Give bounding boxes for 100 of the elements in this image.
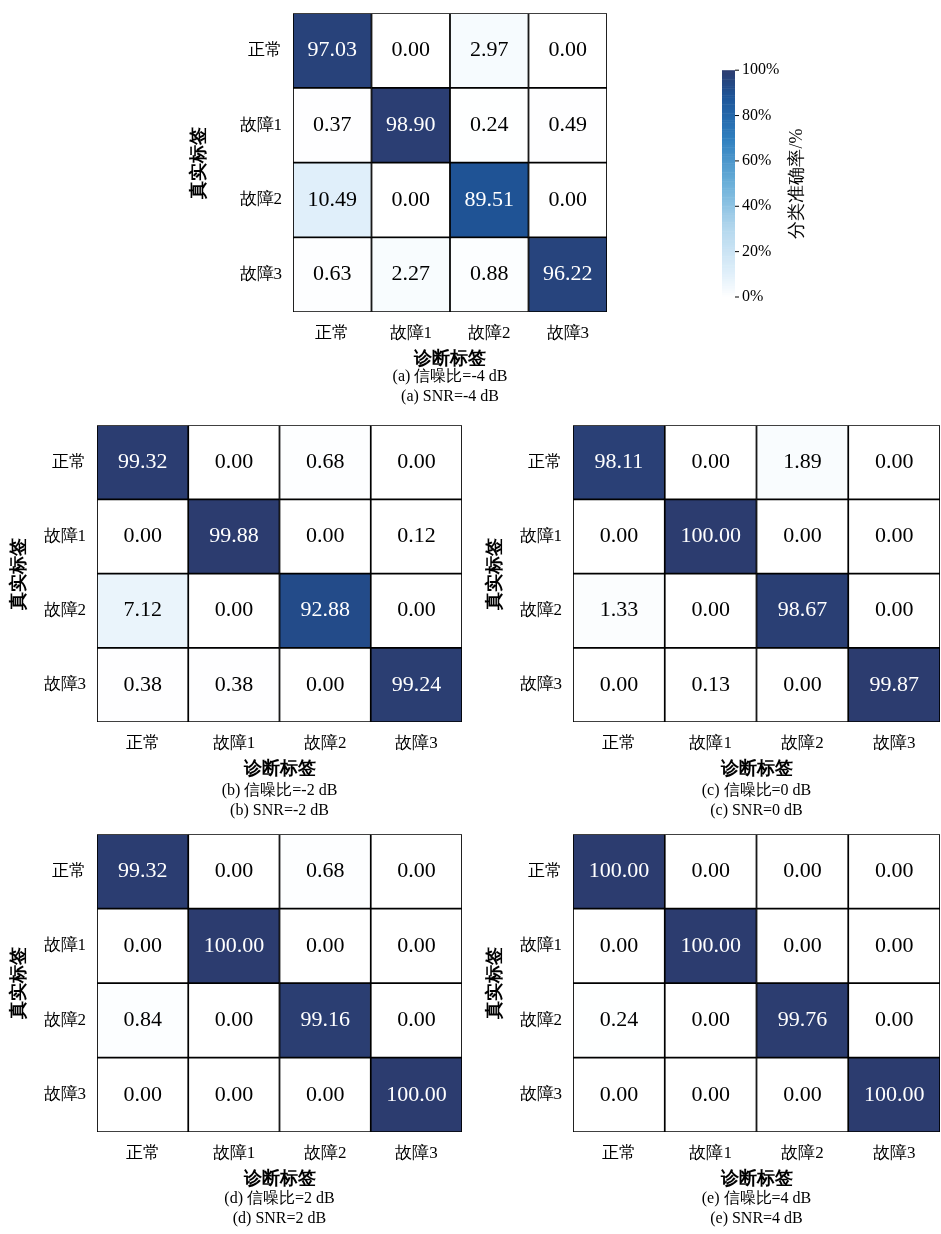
data-label: 0.00 — [123, 931, 162, 957]
x-tick-label: 故障1 — [689, 732, 732, 752]
y-tick-label: 故障1 — [43, 935, 86, 955]
data-label: 2.97 — [470, 36, 509, 62]
y-tick-label: 故障2 — [43, 600, 86, 620]
data-label: 0.00 — [214, 448, 254, 474]
data-label: 0.38 — [214, 670, 254, 696]
data-label: 0.00 — [783, 670, 822, 696]
data-label: 0.00 — [548, 36, 587, 62]
color-bar-label: 100% — [742, 60, 780, 78]
y-tick-label: 故障2 — [519, 600, 562, 620]
data-label: 0.00 — [599, 931, 639, 957]
data-label: 89.51 — [464, 185, 514, 211]
x-tick-label: 故障2 — [303, 1142, 347, 1162]
data-label: 0.00 — [691, 857, 730, 883]
data-label: 0.00 — [123, 522, 162, 548]
y-tick-label: 正常 — [528, 451, 562, 471]
x-tick-label: 正常 — [125, 1142, 160, 1162]
y-tick-label: 故障3 — [519, 1084, 562, 1104]
text: (e) 信噪比=4 dB — [700, 1188, 813, 1208]
y-tick-label: 故障1 — [519, 935, 562, 955]
data-label: 98.90 — [386, 111, 436, 137]
x-tick-label: 故障1 — [389, 322, 432, 342]
y-axis-title: 真实标签 — [8, 537, 29, 611]
data-label: 0.68 — [305, 448, 345, 474]
x-axis-title: 诊断标签 — [719, 1167, 793, 1188]
data-label: 96.22 — [543, 260, 593, 286]
data-label: 0.00 — [305, 670, 345, 696]
data-label: 0.00 — [783, 857, 822, 883]
y-tick-label: 故障3 — [43, 1084, 86, 1104]
data-label: 0.00 — [599, 670, 639, 696]
text: (c) 信噪比=0 dB — [700, 780, 813, 800]
data-label: 0.24 — [470, 111, 509, 137]
data-label: 0.00 — [874, 522, 914, 548]
data-label: 0.00 — [691, 1080, 730, 1106]
x-tick-label: 故障3 — [872, 1142, 916, 1162]
data-label: 0.00 — [214, 857, 254, 883]
y-axis-title: 真实标签 — [484, 537, 505, 611]
data-label: 0.24 — [599, 1006, 639, 1032]
data-label: 100.00 — [386, 1080, 447, 1106]
data-label: 0.68 — [305, 857, 345, 883]
data-label: 0.00 — [599, 522, 639, 548]
text: (a) SNR=-4 dB — [400, 386, 500, 406]
data-label: 1.89 — [783, 448, 822, 474]
data-label: 0.49 — [548, 111, 587, 137]
data-label: 7.12 — [123, 596, 162, 622]
data-label: 0.00 — [691, 596, 730, 622]
data-label: 2.27 — [391, 260, 430, 286]
data-label: 0.00 — [305, 522, 345, 548]
y-axis-title: 真实标签 — [8, 947, 29, 1021]
data-label: 0.00 — [397, 448, 436, 474]
y-axis-title: 真实标签 — [188, 126, 209, 200]
data-label: 0.00 — [874, 448, 914, 474]
text: (d) SNR=2 dB — [231, 1208, 328, 1228]
data-label: 98.11 — [594, 448, 644, 474]
data-label: 0.00 — [874, 931, 914, 957]
color-bar-label: 40% — [742, 196, 772, 214]
data-label: 0.00 — [214, 1006, 254, 1032]
data-label: 0.00 — [874, 857, 914, 883]
data-label: 99.32 — [117, 857, 168, 883]
x-tick-label: 正常 — [125, 732, 160, 752]
x-axis-title: 诊断标签 — [242, 1167, 316, 1188]
x-tick-label: 故障1 — [212, 1142, 256, 1162]
data-label: 0.00 — [391, 36, 430, 62]
data-label: 0.00 — [397, 596, 436, 622]
y-tick-label: 正常 — [248, 40, 282, 60]
x-axis-title: 诊断标签 — [719, 757, 793, 778]
data-label: 99.76 — [777, 1006, 828, 1032]
data-label: 0.00 — [391, 185, 430, 211]
data-label: 0.00 — [691, 448, 730, 474]
data-label: 100.00 — [863, 1080, 925, 1106]
data-label: 0.00 — [397, 857, 436, 883]
y-tick-label: 故障3 — [239, 264, 282, 284]
data-label: 99.87 — [869, 670, 919, 696]
x-axis-title: 诊断标签 — [413, 347, 486, 368]
data-label: 0.13 — [691, 670, 730, 696]
data-label: 0.00 — [305, 1080, 345, 1106]
data-label: 99.16 — [300, 1006, 350, 1032]
data-label: 0.00 — [691, 1006, 730, 1032]
data-label: 100.00 — [680, 931, 741, 957]
y-tick-label: 故障3 — [43, 674, 86, 694]
x-axis-title: 诊断标签 — [242, 757, 316, 778]
y-tick-label: 正常 — [52, 451, 86, 471]
text: (b) 信噪比=-2 dB — [220, 780, 339, 800]
data-label: 100.00 — [203, 931, 265, 957]
data-label: 0.63 — [313, 260, 352, 286]
data-label: 10.49 — [307, 185, 357, 211]
color-bar-label: 60% — [742, 151, 772, 169]
data-label: 100.00 — [588, 857, 650, 883]
y-tick-label: 故障2 — [519, 1009, 562, 1029]
x-tick-label: 故障3 — [546, 322, 589, 342]
color-bar-label: 0% — [742, 287, 764, 305]
data-label: 0.00 — [214, 596, 254, 622]
data-label: 0.38 — [123, 670, 162, 696]
data-label: 0.00 — [397, 931, 436, 957]
x-tick-label: 故障2 — [468, 322, 511, 342]
y-tick-label: 故障2 — [43, 1009, 86, 1029]
text: (a) 信噪比=-4 dB — [391, 366, 509, 386]
x-tick-label: 正常 — [315, 322, 350, 342]
data-label: 0.12 — [397, 522, 436, 548]
